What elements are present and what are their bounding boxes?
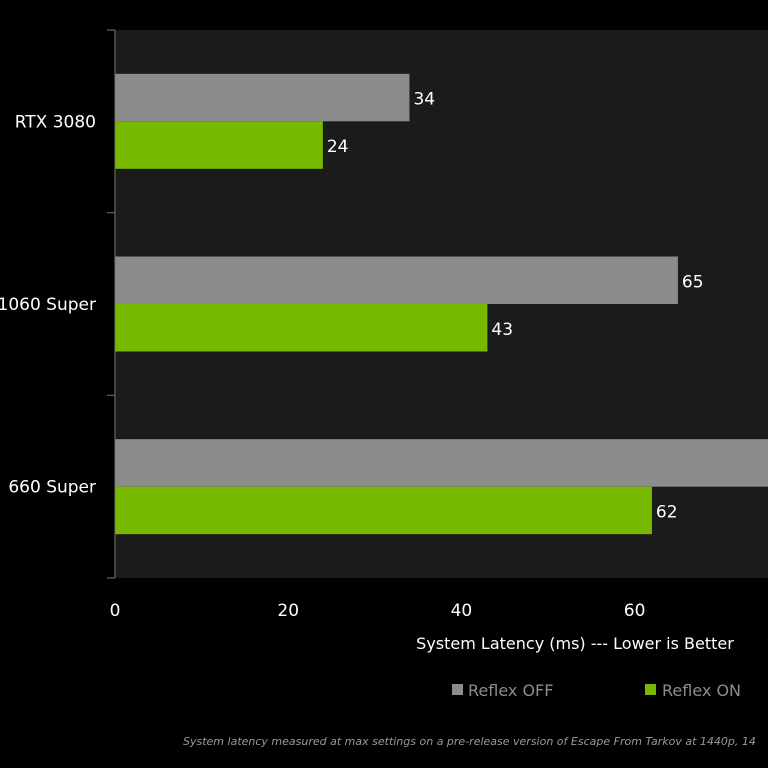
legend-label-reflex-off: Reflex OFF bbox=[468, 681, 553, 700]
legend: Reflex OFF Reflex ON bbox=[452, 681, 741, 700]
bar-reflex-off bbox=[115, 73, 410, 122]
footnote: System latency measured at max settings … bbox=[183, 735, 756, 748]
x-tick-label: 60 bbox=[624, 601, 646, 621]
bar-reflex-off bbox=[115, 256, 678, 304]
category-label: 1060 Super bbox=[0, 295, 96, 315]
data-label: 62 bbox=[656, 502, 678, 522]
x-tick-label: 0 bbox=[110, 601, 121, 621]
data-label: 34 bbox=[413, 90, 435, 110]
bar-reflex-on bbox=[115, 486, 652, 535]
data-label: 65 bbox=[682, 272, 704, 292]
bar-reflex-off bbox=[115, 439, 768, 487]
x-axis-title: System Latency (ms) --- Lower is Better bbox=[416, 634, 734, 653]
legend-label-reflex-on: Reflex ON bbox=[662, 681, 741, 700]
category-label: RTX 3080 bbox=[15, 112, 96, 132]
bar-reflex-on bbox=[115, 121, 323, 169]
legend-swatch-reflex-off bbox=[452, 684, 463, 695]
data-label: 43 bbox=[491, 320, 513, 340]
legend-swatch-reflex-on bbox=[645, 684, 656, 695]
x-tick-label: 20 bbox=[277, 601, 299, 621]
data-label: 24 bbox=[327, 137, 349, 157]
category-label: 660 Super bbox=[8, 478, 96, 498]
bar-reflex-on bbox=[115, 304, 488, 352]
x-tick-label: 40 bbox=[451, 601, 473, 621]
